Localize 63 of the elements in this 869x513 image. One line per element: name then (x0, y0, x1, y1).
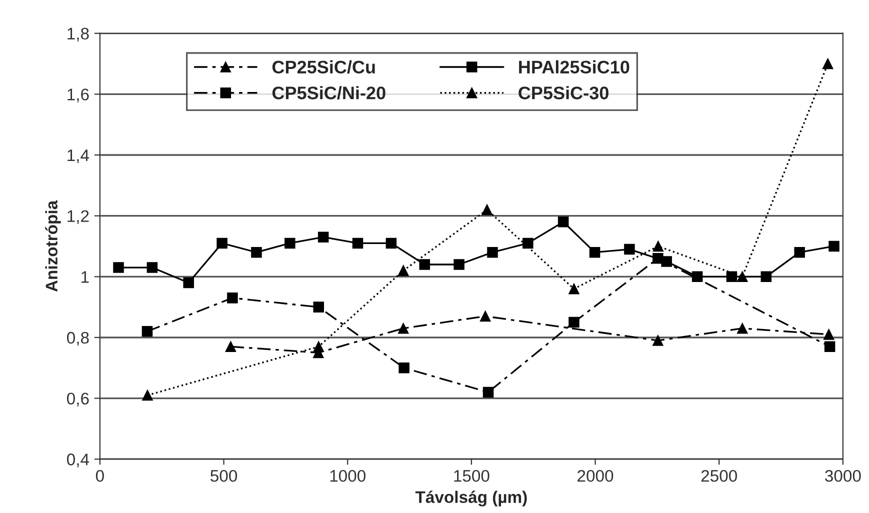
x-axis-title: Távolság (µm) (415, 490, 527, 506)
point (736, 271, 748, 282)
x-tick-label: 2500 (701, 470, 737, 482)
point (487, 246, 498, 258)
y-tick-label: 0,8 (67, 332, 89, 346)
point (225, 341, 236, 352)
point (318, 232, 329, 242)
y-tick-label: 0,6 (67, 392, 89, 406)
x-tick-label: 1500 (454, 470, 490, 482)
point (251, 246, 262, 258)
point (183, 277, 194, 288)
point (652, 253, 664, 264)
point (482, 386, 494, 398)
point (568, 316, 580, 328)
x-tick-label: 500 (210, 470, 238, 482)
point (386, 238, 397, 249)
x-tick-label: 0 (96, 470, 104, 482)
point (352, 238, 364, 249)
point (313, 341, 324, 352)
point (142, 390, 153, 401)
point (589, 246, 600, 258)
y-tick-label: 0,4 (67, 454, 90, 468)
legend-label: CP25SiC/Cu (272, 60, 375, 74)
point (227, 292, 238, 304)
y-tick-label: 1,6 (68, 88, 89, 102)
point (828, 240, 840, 252)
point (113, 262, 124, 273)
point (398, 362, 410, 374)
y-axis-title: Anizotrópia (45, 200, 61, 292)
point (822, 58, 834, 70)
point (284, 238, 296, 249)
legend-label: HPAl25SiC10 (519, 60, 630, 74)
x-tick-label: 3000 (825, 470, 861, 482)
point (454, 259, 464, 270)
point (794, 246, 805, 258)
x-tick-label: 2000 (578, 470, 614, 482)
point (652, 240, 664, 252)
legend-label: CP5SiC/Ni-20 (272, 86, 386, 100)
point (652, 335, 664, 346)
legend-label: CP5SiC-30 (518, 86, 608, 100)
point (736, 322, 748, 334)
point (522, 238, 534, 249)
point (146, 262, 158, 273)
point (398, 322, 409, 334)
x-tick-label: 1000 (330, 470, 366, 482)
point (142, 326, 153, 337)
point (480, 310, 491, 322)
y-tick-label: 1,8 (68, 28, 89, 42)
point (313, 302, 324, 312)
point (558, 216, 569, 228)
point (624, 244, 635, 255)
point (398, 265, 409, 276)
y-tick-label: 1,4 (68, 150, 90, 164)
point (824, 341, 836, 352)
point (419, 259, 430, 270)
point (216, 238, 228, 249)
point (760, 271, 772, 282)
point (568, 283, 580, 294)
point (726, 271, 738, 282)
point (823, 329, 834, 340)
y-tick-label: 1 (82, 271, 89, 283)
y-tick-label: 1,2 (68, 210, 89, 224)
point (482, 204, 492, 216)
